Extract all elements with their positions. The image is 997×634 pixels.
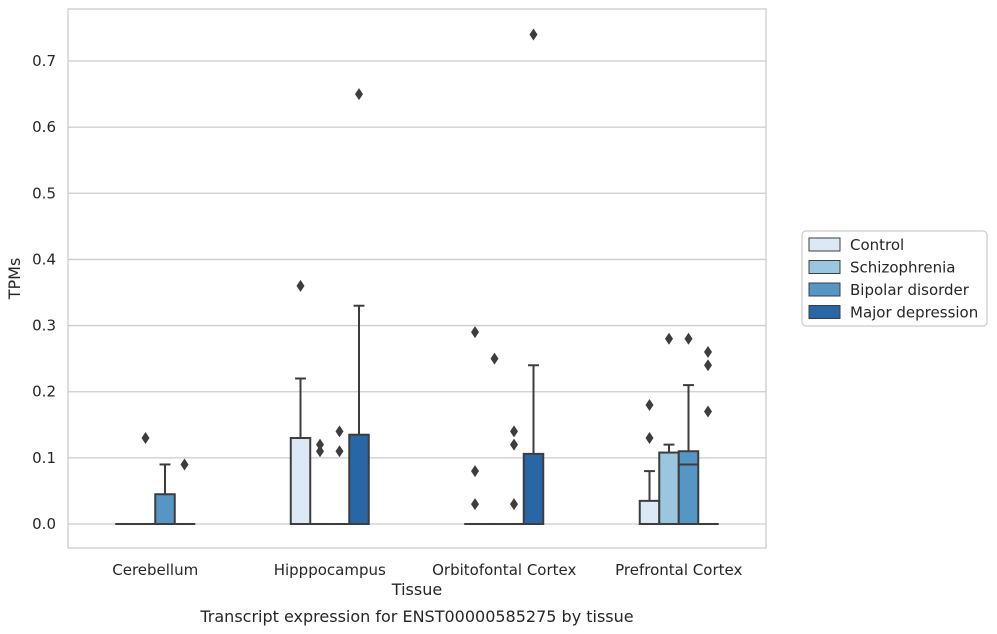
outlier-point (684, 332, 693, 345)
legend-label: Schizophrenia (850, 259, 955, 277)
box (677, 450, 700, 525)
box-group (658, 332, 680, 525)
box (289, 437, 312, 525)
outlier-point (296, 279, 305, 292)
outlier-point (180, 458, 189, 471)
outlier-point (471, 326, 479, 339)
box (348, 433, 370, 526)
box-group (503, 425, 525, 526)
y-tick-label: 0.0 (32, 515, 56, 533)
legend-swatch (808, 305, 841, 319)
box (638, 499, 661, 526)
x-ticks: Cerebellum Hipppocampus Orbitofontal Corte… (112, 561, 742, 579)
box (522, 452, 545, 526)
outlier-point (704, 359, 712, 372)
outlier-point (471, 465, 479, 478)
x-axis-label: Tissue (391, 580, 442, 599)
y-tick-label: 0.6 (32, 118, 56, 136)
y-tick-label: 0.1 (32, 449, 56, 467)
y-tick-label: 0.3 (32, 317, 56, 335)
box-group (348, 88, 370, 526)
legend-swatch (808, 282, 841, 297)
box-group (173, 458, 196, 526)
box-group (483, 352, 506, 526)
y-axis-label: TPMs (5, 258, 24, 301)
outlier-point (704, 346, 712, 359)
legend-label: Control (850, 236, 904, 254)
legend-swatch (808, 237, 841, 252)
outlier-point (510, 425, 518, 438)
box-group (309, 438, 331, 526)
x-tick-label: Orbitofontal Cortex (432, 561, 576, 579)
x-tick-label: Cerebellum (112, 561, 198, 579)
box-group (154, 463, 176, 526)
outlier-point (355, 88, 363, 101)
chart-caption: Transcript expression for ENST0000058527… (199, 607, 633, 626)
y-tick-label: 0.5 (32, 184, 56, 202)
x-tick-label: Hipppocampus (274, 561, 386, 579)
y-tick-label: 0.7 (32, 52, 56, 70)
legend-label: Major depression (850, 304, 978, 322)
outlier-point (335, 425, 344, 438)
outlier-point (141, 432, 150, 445)
grid (68, 60, 766, 525)
outlier-point (665, 332, 673, 345)
box-group (464, 326, 486, 526)
y-ticks: 0.0 0.1 0.2 0.3 0.4 0.5 0.6 0.7 (32, 52, 56, 533)
y-tick-label: 0.2 (32, 383, 56, 401)
y-tick-label: 0.4 (32, 250, 56, 268)
box-group (677, 332, 700, 525)
box-group (328, 425, 351, 526)
outlier-point (335, 445, 344, 458)
x-tick-label: Prefrontal Cortex (615, 561, 742, 579)
plot-frame (67, 8, 767, 549)
outlier-point (645, 398, 654, 411)
box-group (638, 398, 661, 526)
outlier-point (529, 28, 538, 41)
plot-boxes (115, 28, 719, 526)
box-group (289, 279, 312, 525)
outlier-point (471, 498, 479, 511)
outlier-point (645, 432, 654, 445)
box (658, 451, 680, 525)
outlier-point (316, 445, 324, 458)
outlier-point (510, 438, 518, 451)
outlier-point (510, 498, 518, 511)
box-group (134, 432, 157, 526)
box-group (697, 346, 719, 526)
outlier-point (704, 405, 712, 418)
outlier-point (490, 352, 499, 365)
box-group (522, 28, 545, 526)
legend: Control Schizophrenia Bipolar disorder Majo… (801, 230, 988, 327)
legend-swatch (808, 260, 841, 274)
legend-label: Bipolar disorder (850, 281, 970, 299)
legend-frame (801, 230, 988, 327)
outlier-point (316, 438, 324, 451)
box (154, 493, 176, 526)
